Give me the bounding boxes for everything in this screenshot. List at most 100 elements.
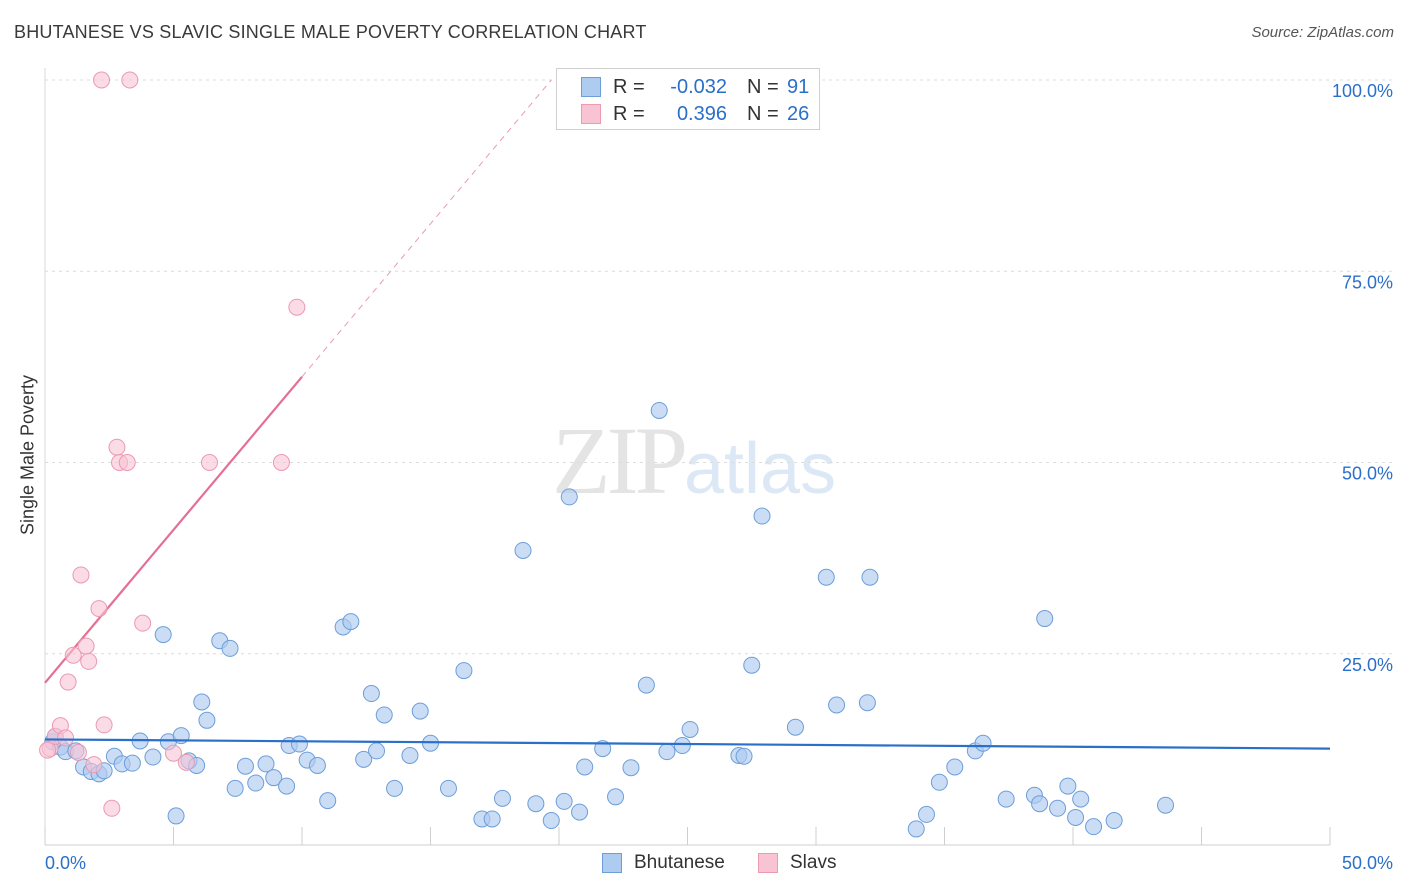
bhutanese-point — [290, 735, 308, 753]
slavs-point — [39, 741, 57, 759]
bhutanese-point — [1085, 818, 1103, 836]
r-label: R = — [613, 102, 645, 125]
bhutanese-point — [319, 792, 337, 810]
bhutanese-point — [1059, 777, 1077, 795]
legend-item-bhutanese[interactable]: Bhutanese — [602, 852, 725, 874]
y-tick-label: 50.0% — [1342, 464, 1393, 484]
legend-row-slavs: R = 0.396 N = 26 — [581, 101, 809, 127]
slavs-point — [72, 566, 90, 584]
legend-item-slavs[interactable]: Slavs — [758, 852, 836, 874]
x-tick-label: 50.0% — [1342, 853, 1393, 873]
bhutanese-point — [257, 755, 275, 773]
r-value: -0.032 — [670, 75, 727, 98]
bhutanese-point — [658, 743, 676, 761]
bhutanese-point — [974, 734, 992, 752]
slavs-point — [134, 614, 152, 632]
bhutanese-point — [753, 507, 771, 525]
bhutanese-swatch — [602, 853, 622, 873]
bhutanese-point — [198, 711, 216, 729]
bhutanese-point — [858, 694, 876, 712]
slavs-point — [288, 298, 306, 316]
bhutanese-point — [247, 774, 265, 792]
y-axis-label: Single Male Poverty — [17, 374, 38, 536]
bhutanese-point — [828, 696, 846, 714]
bhutanese-point — [650, 401, 668, 419]
n-label: N = — [747, 102, 779, 125]
legend-row-bhutanese: R = -0.032 N = 91 — [581, 74, 809, 100]
bhutanese-point — [1049, 799, 1067, 817]
slavs-trend-extension — [301, 79, 552, 378]
bhutanese-point — [493, 789, 511, 807]
bhutanese-point — [861, 568, 879, 586]
bhutanese-swatch — [581, 77, 601, 97]
x-tick-label: 0.0% — [45, 853, 86, 873]
slavs-point — [165, 744, 182, 762]
bhutanese-point — [571, 803, 589, 821]
n-value: 91 — [787, 75, 810, 98]
y-tick-label: 100.0% — [1332, 81, 1393, 101]
bhutanese-point — [576, 758, 594, 776]
bhutanese-point — [1157, 796, 1175, 814]
bhutanese-point — [997, 790, 1015, 808]
slavs-swatch — [758, 853, 778, 873]
bhutanese-point — [622, 759, 640, 777]
slavs-point — [272, 454, 290, 471]
correlation-legend: R = -0.032 N = 91 R = 0.396 N = 26 — [556, 68, 820, 130]
bhutanese-point — [527, 795, 545, 813]
bhutanese-point — [514, 541, 532, 559]
bhutanese-point — [375, 706, 393, 724]
bhutanese-point — [355, 750, 373, 768]
bhutanese-point — [560, 488, 578, 506]
bhutanese-point — [154, 626, 172, 644]
r-label: R = — [613, 75, 645, 98]
bhutanese-point — [607, 788, 625, 806]
slavs-swatch — [581, 104, 601, 124]
bhutanese-point — [226, 779, 244, 797]
slavs-trend-line — [44, 376, 303, 684]
bhutanese-point — [362, 685, 380, 703]
bhutanese-point — [1036, 610, 1054, 628]
source-label: Source: ZipAtlas.com — [1251, 24, 1394, 41]
bhutanese-point — [735, 747, 753, 765]
slavs-point — [69, 743, 87, 761]
bhutanese-point — [411, 702, 429, 720]
y-tick-label: 25.0% — [1342, 655, 1393, 675]
bhutanese-point — [817, 568, 835, 586]
bhutanese-point — [681, 720, 699, 738]
slavs-point — [121, 71, 139, 89]
bhutanese-point — [637, 676, 655, 694]
bhutanese-point — [542, 812, 560, 830]
slavs-point — [177, 753, 195, 771]
slavs-point — [200, 454, 218, 471]
chart-title: BHUTANESE VS SLAVIC SINGLE MALE POVERTY … — [14, 22, 647, 42]
slavs-point — [103, 799, 121, 817]
slavs-point — [59, 673, 77, 691]
bhutanese-point — [236, 757, 254, 775]
bhutanese-point — [278, 777, 296, 795]
bhutanese-point — [673, 737, 691, 755]
bhutanese-point — [907, 820, 925, 838]
bhutanese-point — [167, 807, 185, 825]
slavs-point — [93, 71, 111, 89]
bhutanese-point — [401, 746, 419, 764]
n-label: N = — [747, 75, 779, 98]
bhutanese-trend-line — [44, 738, 1331, 750]
slavs-point — [85, 756, 103, 774]
bhutanese-point — [439, 779, 457, 797]
bhutanese-point — [193, 693, 211, 711]
bhutanese-point — [946, 758, 964, 776]
series-legend: Bhutanese Slavs — [0, 850, 1406, 880]
slavs-point — [77, 637, 95, 655]
bhutanese-point — [386, 779, 404, 797]
bhutanese-point — [308, 756, 326, 774]
bhutanese-point — [265, 769, 283, 787]
bhutanese-point — [555, 792, 573, 810]
legend-label: Slavs — [790, 852, 837, 873]
legend-label: Bhutanese — [634, 852, 725, 873]
bhutanese-point — [594, 740, 612, 758]
bhutanese-point — [342, 613, 360, 631]
slavs-point — [95, 716, 113, 734]
bhutanese-point — [221, 639, 239, 657]
bhutanese-point — [743, 656, 761, 674]
